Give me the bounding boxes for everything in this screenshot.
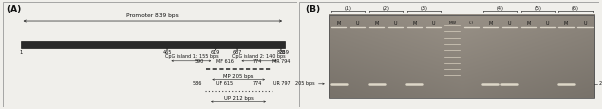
- Text: M: M: [526, 21, 530, 26]
- Text: CpG island 1: 155 bps: CpG island 1: 155 bps: [164, 54, 218, 59]
- Text: (3): (3): [420, 6, 427, 11]
- Text: MR 794: MR 794: [272, 59, 291, 64]
- Text: (4): (4): [496, 6, 503, 11]
- Text: 212 bps: 212 bps: [599, 81, 602, 86]
- Text: 619: 619: [211, 50, 220, 55]
- Text: 826: 826: [276, 50, 285, 55]
- Text: M: M: [374, 21, 379, 26]
- Bar: [20, 41, 285, 48]
- Text: M: M: [337, 21, 341, 26]
- Text: (2): (2): [383, 6, 389, 11]
- Text: M: M: [564, 21, 568, 26]
- Text: UR 797: UR 797: [273, 81, 291, 86]
- Text: M: M: [412, 21, 417, 26]
- Text: 205 bps: 205 bps: [295, 81, 315, 86]
- Text: MP 205 bps: MP 205 bps: [223, 74, 254, 79]
- Text: (A): (A): [6, 5, 21, 14]
- Text: MW: MW: [448, 21, 456, 25]
- Text: U: U: [507, 21, 511, 26]
- Text: 465: 465: [163, 50, 172, 55]
- Text: (5): (5): [534, 6, 541, 11]
- Text: U: U: [356, 21, 359, 26]
- Text: U: U: [583, 21, 587, 26]
- Text: 774: 774: [252, 81, 262, 86]
- Text: U: U: [394, 21, 397, 26]
- Text: Promoter 839 bps: Promoter 839 bps: [126, 13, 179, 18]
- Text: (6): (6): [572, 6, 579, 11]
- Text: UP 212 bps: UP 212 bps: [223, 96, 253, 100]
- Text: MF 616: MF 616: [216, 59, 234, 64]
- Text: CpG island 2: 140 bps: CpG island 2: 140 bps: [232, 54, 286, 59]
- Text: (1): (1): [345, 6, 352, 11]
- Text: 590: 590: [194, 59, 203, 64]
- Text: U: U: [432, 21, 435, 26]
- Text: 586: 586: [193, 81, 202, 86]
- Text: UF 615: UF 615: [216, 81, 233, 86]
- Text: 774: 774: [252, 59, 262, 64]
- Text: (-): (-): [469, 21, 474, 25]
- Text: M: M: [488, 21, 492, 26]
- Text: (B): (B): [305, 5, 320, 14]
- Bar: [329, 15, 595, 98]
- Text: 839: 839: [280, 50, 290, 55]
- Text: U: U: [545, 21, 549, 26]
- Text: 1: 1: [19, 50, 22, 55]
- Text: 687: 687: [232, 50, 242, 55]
